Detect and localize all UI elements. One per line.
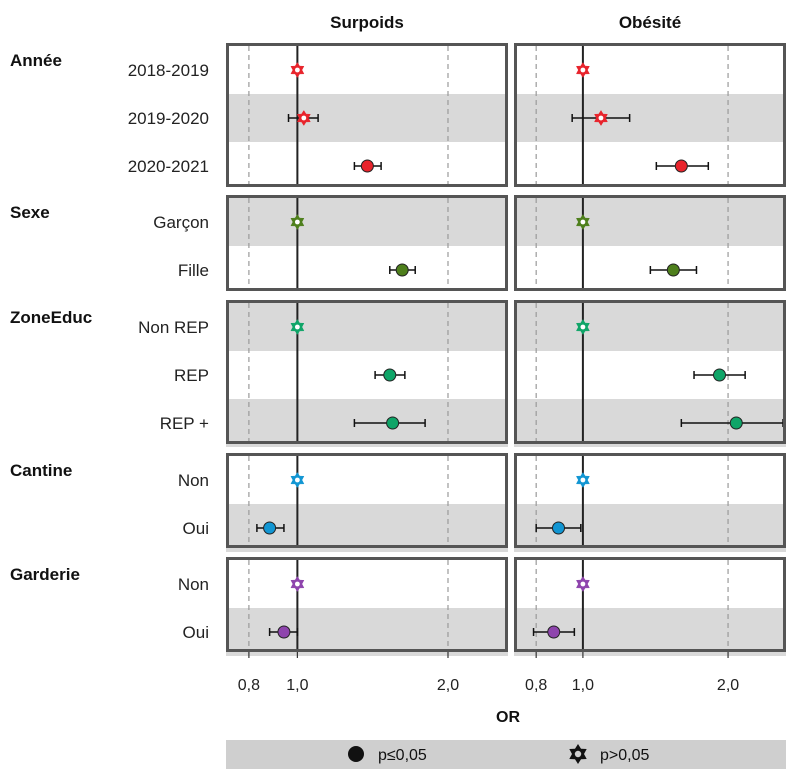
point-significant — [547, 625, 561, 639]
panel-border — [514, 195, 786, 291]
point-center — [580, 324, 586, 330]
row-shading — [514, 94, 786, 142]
legend-label: p>0,05 — [600, 747, 649, 764]
point-center — [294, 324, 300, 330]
row-shading — [226, 198, 508, 246]
row-label: 2019-2020 — [128, 109, 209, 128]
row-shading — [514, 198, 786, 246]
tick-label: 1,0 — [572, 677, 594, 694]
point-significant — [395, 263, 409, 277]
point-significant — [263, 521, 277, 535]
x-axis-title: OR — [496, 709, 520, 726]
row-label: Oui — [183, 623, 209, 642]
panel-border — [226, 195, 508, 291]
row-shading — [226, 94, 508, 142]
panel-border — [514, 453, 786, 548]
group-label: ZoneEduc — [10, 308, 92, 327]
row-shading — [514, 303, 786, 351]
point-significant — [666, 263, 680, 277]
point-significant — [386, 416, 400, 430]
tick-label: 0,8 — [525, 677, 547, 694]
point-center — [598, 115, 604, 121]
point-significant — [277, 625, 291, 639]
group-label: Garderie — [10, 565, 80, 584]
row-label: Non — [178, 575, 209, 594]
panel-border — [226, 300, 508, 444]
group-label: Année — [10, 51, 62, 70]
legend-box — [226, 740, 786, 769]
point-significant — [674, 159, 688, 173]
row-label: Garçon — [153, 213, 209, 232]
row-label: Non — [178, 471, 209, 490]
point-significant — [729, 416, 743, 430]
point-center — [301, 115, 307, 121]
row-label: REP + — [160, 414, 209, 433]
panel-border — [514, 43, 786, 187]
row-shading — [226, 303, 508, 351]
panel-border — [514, 557, 786, 652]
legend-star-center — [574, 750, 582, 758]
tick-label: 2,0 — [717, 677, 739, 694]
row-shading — [226, 608, 508, 656]
panel-title: Obésité — [619, 13, 681, 32]
group-label: Cantine — [10, 461, 72, 480]
point-center — [294, 67, 300, 73]
point-significant — [383, 368, 397, 382]
tick-label: 2,0 — [437, 677, 459, 694]
tick-label: 0,8 — [238, 677, 260, 694]
panel-border — [514, 300, 786, 444]
group-label: Sexe — [10, 203, 50, 222]
panel-border — [226, 453, 508, 548]
point-center — [580, 581, 586, 587]
panel-title: Surpoids — [330, 13, 404, 32]
row-label: Oui — [183, 519, 209, 538]
row-label: 2018-2019 — [128, 61, 209, 80]
point-center — [580, 67, 586, 73]
panel-border — [226, 43, 508, 187]
point-center — [580, 477, 586, 483]
row-label: 2020-2021 — [128, 157, 209, 176]
tick-label: 1,0 — [286, 677, 308, 694]
point-center — [294, 581, 300, 587]
row-label: Fille — [178, 261, 209, 280]
point-center — [294, 477, 300, 483]
point-center — [294, 219, 300, 225]
legend-label: p≤0,05 — [378, 747, 427, 764]
point-significant — [552, 521, 566, 535]
point-significant — [360, 159, 374, 173]
row-label: REP — [174, 366, 209, 385]
legend-circle-marker — [348, 746, 364, 762]
point-center — [580, 219, 586, 225]
panel-border — [226, 557, 508, 652]
row-label: Non REP — [138, 318, 209, 337]
point-significant — [713, 368, 727, 382]
